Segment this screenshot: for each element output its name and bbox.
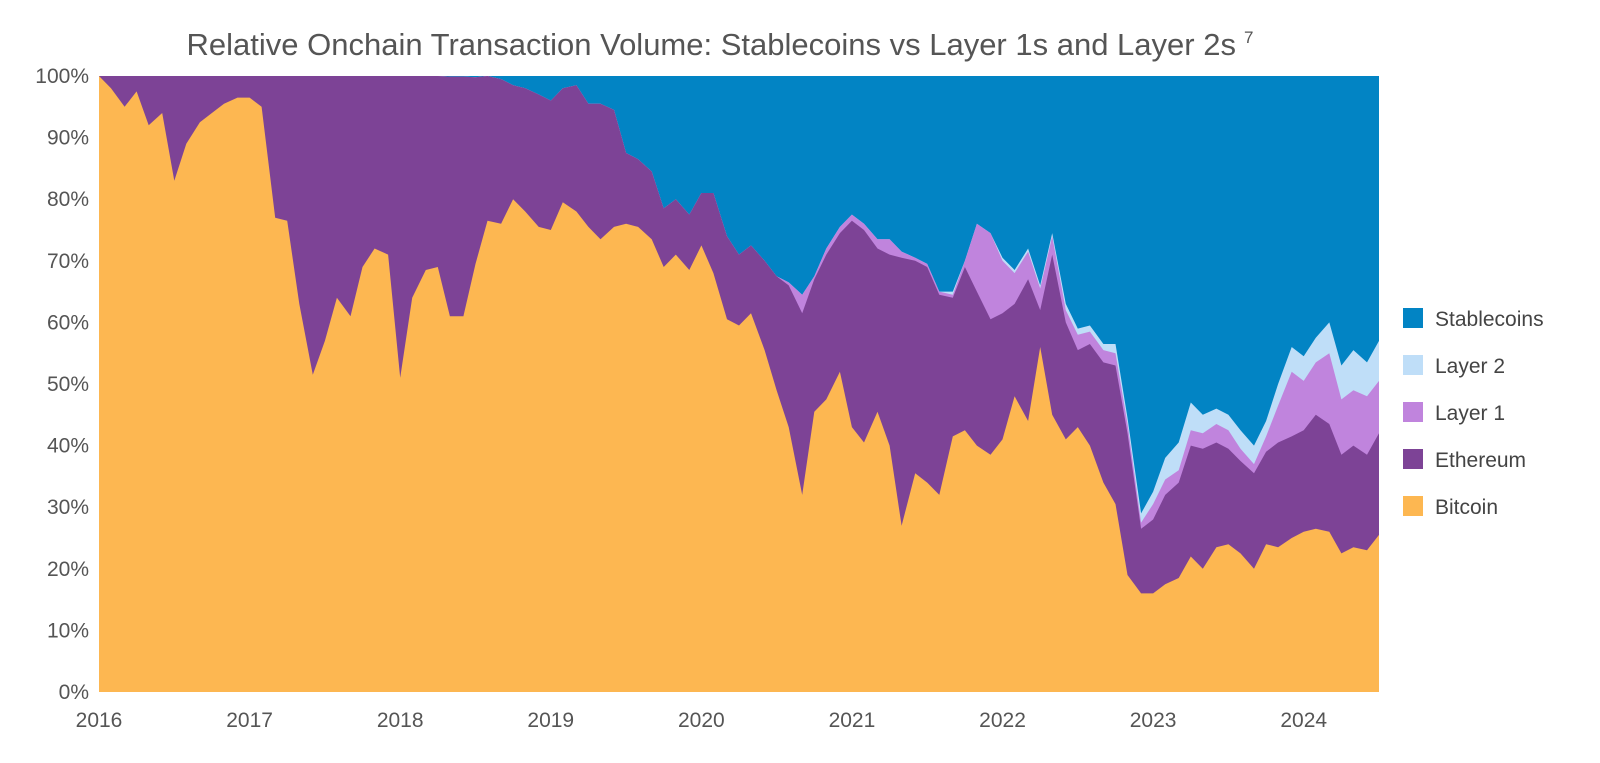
x-tick-label: 2019: [527, 709, 574, 732]
y-tick-label: 0%: [59, 681, 89, 704]
y-tick-label: 50%: [47, 373, 89, 396]
y-tick-label: 60%: [47, 311, 89, 334]
x-tick-label: 2017: [226, 709, 273, 732]
x-tick-label: 2024: [1280, 709, 1327, 732]
x-tick-label: 2016: [76, 709, 123, 732]
legend-label: Bitcoin: [1435, 496, 1498, 519]
y-tick-label: 10%: [47, 619, 89, 642]
y-tick-label: 30%: [47, 496, 89, 519]
y-tick-label: 20%: [47, 558, 89, 581]
x-axis: 2016 2017 2018 2019 2020 2021 2022 2023 2024: [76, 709, 1328, 732]
y-axis: 0% 10% 20% 30% 40% 50% 60% 70% 80% 90% 100%: [35, 65, 89, 704]
x-tick-label: 2022: [979, 709, 1026, 732]
x-tick-label: 2018: [377, 709, 424, 732]
legend: Stablecoins Layer 2 Layer 1 Ethereum Bitcoin: [1403, 308, 1544, 519]
legend-label: Layer 2: [1435, 355, 1505, 378]
x-tick-label: 2023: [1130, 709, 1177, 732]
legend-label: Stablecoins: [1435, 308, 1544, 331]
legend-swatch-bitcoin: [1403, 496, 1423, 516]
area-bitcoin: [99, 76, 1379, 692]
y-tick-label: 90%: [47, 127, 89, 150]
chart-title: Relative Onchain Transaction Volume: Sta…: [187, 27, 1254, 62]
legend-label: Layer 1: [1435, 402, 1505, 425]
y-tick-label: 100%: [35, 65, 89, 88]
x-tick-label: 2021: [829, 709, 876, 732]
x-tick-label: 2020: [678, 709, 725, 732]
legend-swatch-layer-1: [1403, 402, 1423, 422]
legend-label: Ethereum: [1435, 449, 1526, 472]
y-tick-label: 40%: [47, 435, 89, 458]
area-layers: [99, 76, 1379, 692]
y-tick-label: 80%: [47, 188, 89, 211]
y-tick-label: 70%: [47, 250, 89, 273]
legend-swatch-ethereum: [1403, 449, 1423, 469]
legend-swatch-stablecoins: [1403, 308, 1423, 328]
legend-swatch-layer-2: [1403, 355, 1423, 375]
